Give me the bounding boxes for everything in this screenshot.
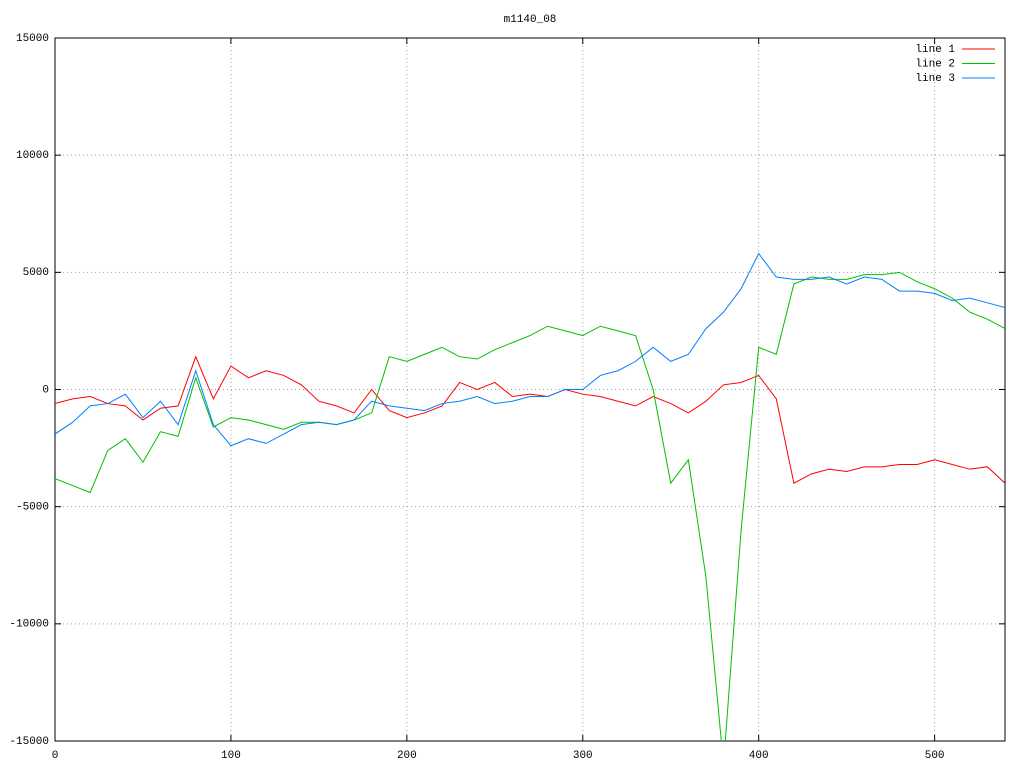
legend-label: line 3 <box>915 73 955 85</box>
x-tick-label: 300 <box>573 750 593 762</box>
y-tick-label: 10000 <box>16 150 49 162</box>
plot-border <box>54 37 1006 742</box>
x-tick-label: 500 <box>925 750 945 762</box>
legend-label: line 2 <box>915 58 955 70</box>
y-tick-label: -5000 <box>16 502 49 514</box>
x-tick-label: 0 <box>52 750 59 762</box>
data-line <box>55 355 1005 484</box>
y-tick-label: -15000 <box>9 736 49 748</box>
y-tick-label: 0 <box>42 384 49 396</box>
legend-label: line 1 <box>915 44 955 56</box>
y-tick-label: 15000 <box>16 33 49 45</box>
data-line <box>55 271 1005 741</box>
x-tick-label: 200 <box>397 750 417 762</box>
y-tick-label: 5000 <box>23 267 49 279</box>
data-line <box>55 252 1005 447</box>
x-tick-label: 400 <box>749 750 769 762</box>
chart-title: m1140_08 <box>504 14 557 26</box>
y-tick-label: -10000 <box>9 619 49 631</box>
x-tick-label: 100 <box>221 750 241 762</box>
